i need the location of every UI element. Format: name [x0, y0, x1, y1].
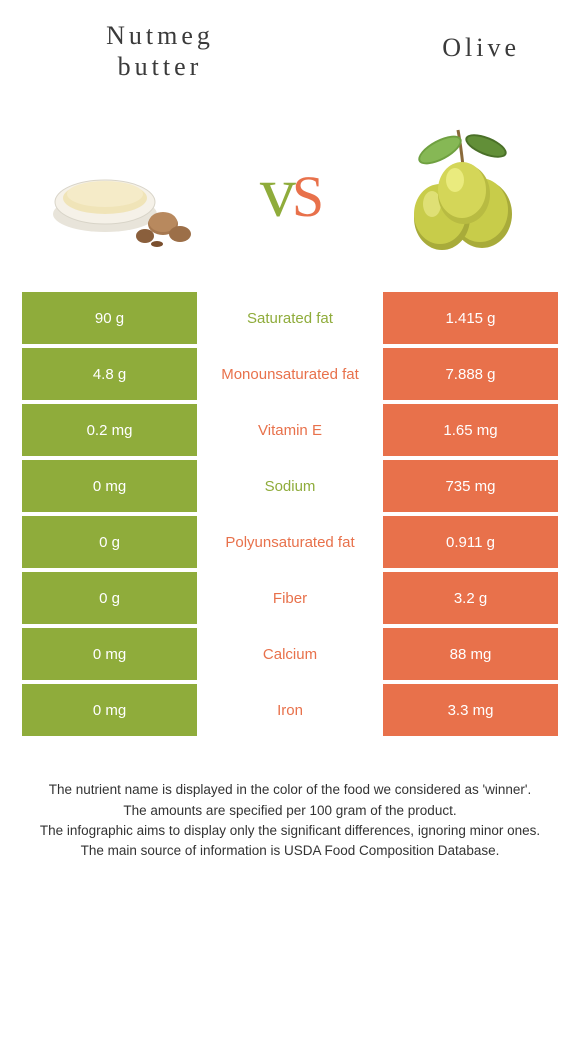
nutrient-label: Polyunsaturated fat	[201, 516, 379, 568]
right-value: 3.3 mg	[383, 684, 558, 736]
vs-label: vS	[260, 151, 320, 234]
right-value: 3.2 g	[383, 572, 558, 624]
nutrient-label: Iron	[201, 684, 379, 736]
left-value: 0 mg	[22, 684, 197, 736]
nutrient-label: Calcium	[201, 628, 379, 680]
table-row: 0 mgIron3.3 mg	[22, 684, 558, 736]
nutrient-label: Vitamin E	[201, 404, 379, 456]
table-row: 90 gSaturated fat1.415 g	[22, 292, 558, 344]
nutrient-label: Monounsaturated fat	[201, 348, 379, 400]
vs-s: S	[292, 163, 320, 230]
nutrient-label: Sodium	[201, 460, 379, 512]
vs-v: v	[260, 151, 292, 234]
nutrient-label: Fiber	[201, 572, 379, 624]
title-left: Nutmegbutter	[60, 20, 260, 82]
right-value: 0.911 g	[383, 516, 558, 568]
table-row: 0 gFiber3.2 g	[22, 572, 558, 624]
table-row: 4.8 gMonounsaturated fat7.888 g	[22, 348, 558, 400]
right-value: 7.888 g	[383, 348, 558, 400]
table-row: 0.2 mgVitamin E1.65 mg	[22, 404, 558, 456]
left-value: 0 mg	[22, 460, 197, 512]
footnote-line: The amounts are specified per 100 gram o…	[20, 801, 560, 821]
left-value: 0 g	[22, 516, 197, 568]
nutrient-label: Saturated fat	[201, 292, 379, 344]
title-right: Olive	[320, 20, 520, 82]
header: Nutmegbutter Olive	[0, 0, 580, 92]
images-row: vS	[0, 92, 580, 292]
right-value: 88 mg	[383, 628, 558, 680]
footnote-line: The nutrient name is displayed in the co…	[20, 780, 560, 800]
left-value: 90 g	[22, 292, 197, 344]
right-value: 1.415 g	[383, 292, 558, 344]
left-value: 0 g	[22, 572, 197, 624]
left-value: 4.8 g	[22, 348, 197, 400]
table-row: 0 mgCalcium88 mg	[22, 628, 558, 680]
right-value: 735 mg	[383, 460, 558, 512]
left-value: 0 mg	[22, 628, 197, 680]
footnote-line: The main source of information is USDA F…	[20, 841, 560, 861]
footnote-line: The infographic aims to display only the…	[20, 821, 560, 841]
left-value: 0.2 mg	[22, 404, 197, 456]
table-row: 0 gPolyunsaturated fat0.911 g	[22, 516, 558, 568]
right-value: 1.65 mg	[383, 404, 558, 456]
nutmeg-butter-image	[40, 122, 200, 262]
footnotes: The nutrient name is displayed in the co…	[0, 740, 580, 861]
table-row: 0 mgSodium735 mg	[22, 460, 558, 512]
comparison-table: 90 gSaturated fat1.415 g4.8 gMonounsatur…	[22, 292, 558, 736]
olive-image	[380, 122, 540, 262]
